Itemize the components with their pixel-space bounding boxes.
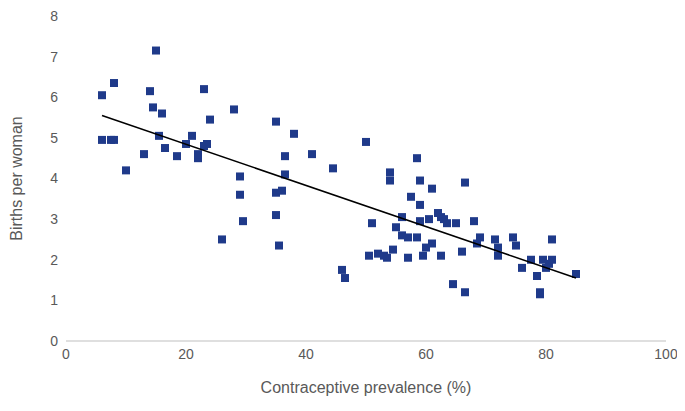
svg-text:7: 7 [50, 49, 58, 65]
svg-text:0: 0 [62, 346, 70, 362]
svg-text:8: 8 [50, 8, 58, 24]
svg-text:0: 0 [50, 333, 58, 349]
svg-text:6: 6 [50, 89, 58, 105]
svg-text:20: 20 [178, 346, 194, 362]
svg-text:4: 4 [50, 170, 58, 186]
svg-text:2: 2 [50, 252, 58, 268]
svg-text:5: 5 [50, 130, 58, 146]
svg-text:3: 3 [50, 211, 58, 227]
svg-text:1: 1 [50, 292, 58, 308]
svg-text:60: 60 [418, 346, 434, 362]
svg-text:Births per woman: Births per woman [8, 116, 25, 241]
svg-text:80: 80 [538, 346, 554, 362]
svg-text:Contraceptive prevalence (%): Contraceptive prevalence (%) [261, 379, 472, 396]
svg-text:40: 40 [298, 346, 314, 362]
svg-text:100: 100 [654, 346, 677, 362]
